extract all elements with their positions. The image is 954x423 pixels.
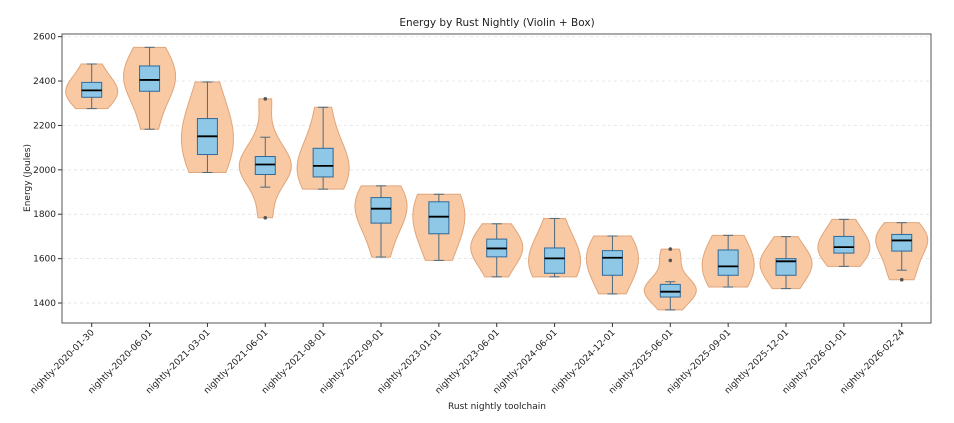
outlier-point: [899, 277, 904, 282]
outlier-point: [668, 247, 673, 251]
y-tick-label: 2200: [33, 121, 56, 131]
x-tick-label: nightly-2021-06-01: [202, 328, 270, 396]
box-nightly-2022-09-01: [370, 197, 392, 224]
x-tick-label: nightly-2024-06-01: [492, 328, 560, 396]
box-nightly-2020-06-01: [139, 65, 161, 92]
box-nightly-2023-01-01: [428, 201, 450, 235]
x-tick-label: nightly-2025-09-01: [665, 328, 733, 396]
x-tick-label: nightly-2021-08-01: [260, 328, 328, 396]
box-nightly-2024-06-01: [544, 247, 566, 274]
box-nightly-2025-06-01: [659, 283, 681, 298]
x-axis-label: Rust nightly toolchain: [448, 402, 546, 412]
y-tick-label: 2600: [33, 33, 56, 43]
violin-nightly-2025-06-01: [643, 248, 697, 311]
x-tick-label: nightly-2026-01-01: [781, 328, 849, 396]
box-nightly-2024-12-01: [601, 250, 623, 276]
y-tick-label: 1800: [33, 210, 56, 220]
y-tick-label: 1600: [33, 255, 56, 265]
x-tick-label: nightly-2021-03-01: [144, 328, 212, 396]
x-tick-label: nightly-2022-09-01: [318, 328, 386, 396]
x-tick-label: nightly-2024-12-01: [549, 328, 617, 396]
box-nightly-2026-02-24: [891, 233, 913, 252]
x-tick-label: nightly-2026-02-24: [839, 328, 907, 396]
y-tick-label: 2000: [33, 166, 56, 176]
box-nightly-2025-12-01: [775, 258, 797, 276]
y-tick-label: 1400: [33, 299, 56, 309]
x-tick-label: nightly-2023-06-01: [434, 328, 502, 396]
outlier-point: [263, 97, 268, 101]
box-nightly-2025-09-01: [717, 249, 739, 276]
outlier-point: [668, 258, 673, 263]
box-nightly-2021-06-01: [254, 156, 276, 176]
x-tick-label: nightly-2025-06-01: [607, 328, 675, 396]
box-nightly-2026-01-01: [833, 235, 855, 254]
x-tick-label: nightly-2020-06-01: [87, 328, 155, 396]
x-tick-label: nightly-2025-12-01: [723, 328, 791, 396]
box-nightly-2021-08-01: [312, 147, 334, 178]
y-tick-label: 2400: [33, 77, 56, 87]
y-axis-label: Energy (Joules): [23, 144, 33, 212]
outlier-point: [263, 215, 268, 220]
chart-title: Energy by Rust Nightly (Violin + Box): [399, 17, 594, 29]
x-tick-label: nightly-2020-01-30: [29, 328, 97, 396]
x-tick-label: nightly-2023-01-01: [376, 328, 444, 396]
